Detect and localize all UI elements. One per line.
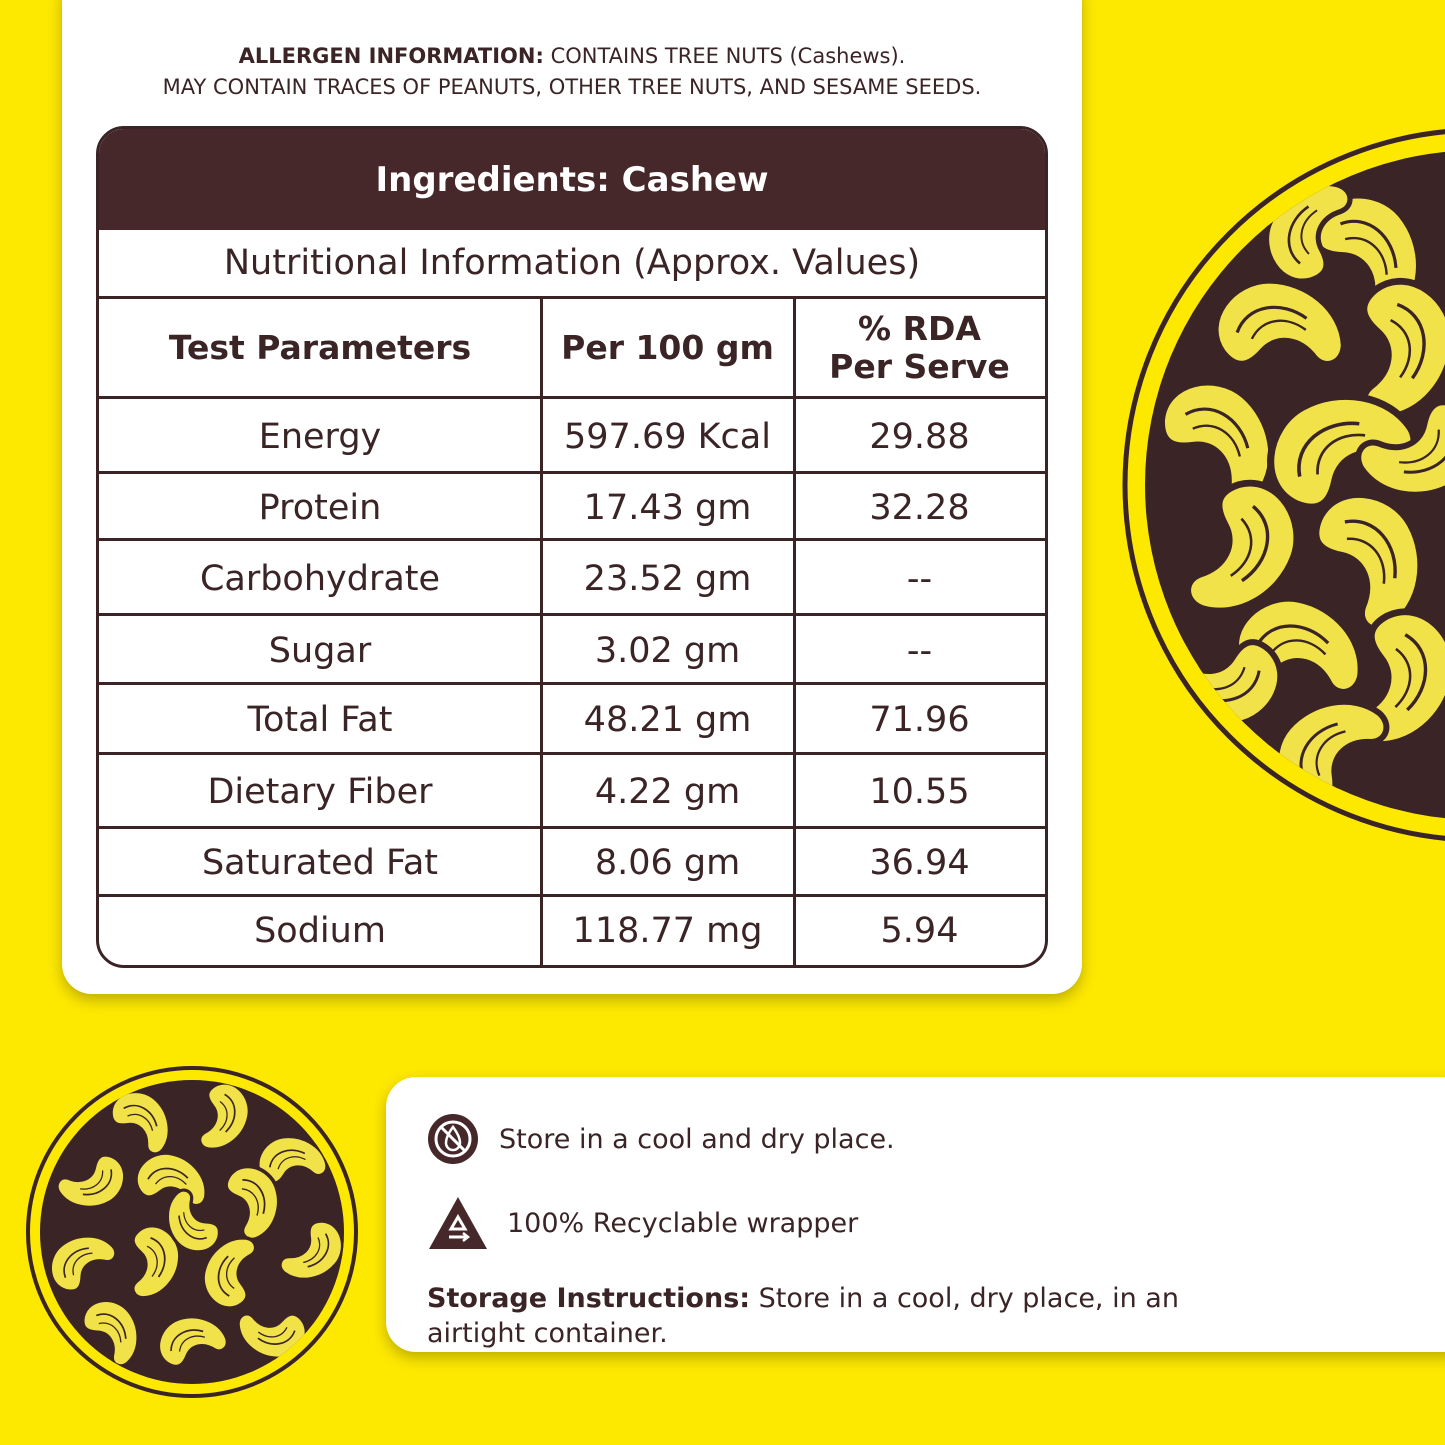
rda-cell: 29.88: [869, 416, 970, 457]
table-row-divider: [99, 752, 1045, 755]
ingredients-header: Ingredients: Cashew: [99, 129, 1045, 230]
per100-cell: 23.52 gm: [583, 558, 752, 599]
cashew-bowl-small-illustration: [26, 1066, 358, 1398]
rda-cell: 71.96: [869, 700, 970, 740]
per100-cell: 4.22 gm: [594, 772, 741, 812]
storage-instructions: Storage Instructions: Store in a cool, d…: [427, 1281, 1187, 1351]
param-cell: Carbohydrate: [199, 558, 441, 599]
allergen-contains: CONTAINS TREE NUTS (Cashews).: [550, 44, 906, 68]
table-row-divider: [99, 826, 1045, 829]
header-rda-line1: % RDA: [858, 308, 981, 348]
nutrition-subtitle: Nutritional Information (Approx. Values): [99, 230, 1045, 299]
cool-dry-icon: [428, 1114, 478, 1164]
recycle-icon: [429, 1197, 487, 1249]
header-test-parameters: Test Parameters: [168, 327, 472, 367]
storage-text: Store in a cool, dry place, in an airtig…: [427, 1283, 1179, 1349]
param-cell: Dietary Fiber: [207, 772, 433, 812]
feature-cool-dry: Store in a cool and dry place.: [427, 1113, 895, 1165]
storage-label: Storage Instructions:: [427, 1283, 751, 1314]
allergen-label: ALLERGEN INFORMATION:: [238, 44, 544, 68]
rda-cell: 5.94: [880, 911, 959, 951]
nutrition-grid: Test Parameters Per 100 gm % RDA Per Ser…: [99, 129, 1045, 965]
rda-cell: --: [906, 558, 933, 599]
per100-cell: 8.06 gm: [594, 843, 741, 883]
header-rda: % RDA Per Serve: [794, 299, 1045, 396]
param-cell: Sodium: [254, 911, 386, 951]
cashew-bowl-large-illustration: [1122, 129, 1445, 841]
rda-cell: 10.55: [869, 772, 970, 812]
allergen-line-2: MAY CONTAIN TRACES OF PEANUTS, OTHER TRE…: [162, 75, 982, 99]
per100-cell: 17.43 gm: [583, 487, 752, 528]
table-column-divider: [793, 299, 796, 965]
per100-cell: 118.77 mg: [572, 911, 763, 951]
per100-cell: 48.21 gm: [583, 700, 752, 740]
rda-cell: 32.28: [869, 487, 970, 528]
rda-cell: --: [906, 630, 933, 671]
table-row-divider: [99, 613, 1045, 616]
table-row-divider: [99, 894, 1045, 897]
header-per-100gm: Per 100 gm: [561, 327, 774, 367]
per100-cell: 3.02 gm: [594, 630, 741, 671]
param-cell: Total Fat: [247, 700, 393, 740]
param-cell: Saturated Fat: [201, 843, 439, 883]
rda-cell: 36.94: [869, 843, 970, 883]
param-cell: Sugar: [268, 630, 372, 671]
feature-recyclable: 100% Recyclable wrapper: [427, 1195, 858, 1251]
nutrition-table: Ingredients: Cashew Nutritional Informat…: [96, 126, 1048, 968]
param-cell: Energy: [258, 416, 382, 457]
allergen-line-1: ALLERGEN INFORMATION: CONTAINS TREE NUTS…: [62, 40, 1082, 72]
table-row-divider: [99, 538, 1045, 541]
table-row-divider: [99, 396, 1045, 399]
storage-card: [386, 1077, 1445, 1352]
param-cell: Protein: [258, 487, 382, 528]
table-column-divider: [540, 299, 543, 965]
table-row-divider: [99, 471, 1045, 474]
feature-cool-dry-text: Store in a cool and dry place.: [499, 1123, 895, 1155]
feature-recyclable-text: 100% Recyclable wrapper: [507, 1207, 859, 1239]
per100-cell: 597.69 Kcal: [564, 416, 771, 457]
header-rda-line2: Per Serve: [829, 346, 1010, 386]
table-row-divider: [99, 682, 1045, 685]
